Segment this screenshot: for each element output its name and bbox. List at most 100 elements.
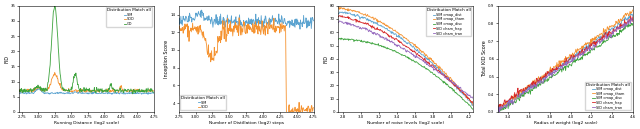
GD — [98, 88, 106, 89]
Line: SID cham_tran: SID cham_tran — [498, 18, 633, 112]
SDD — [236, 17, 243, 18]
SID cham_tran — [335, 22, 342, 23]
SDD — [96, 89, 104, 90]
SIM — [175, 17, 183, 19]
SIM cmap_tham — [413, 47, 420, 49]
SDD — [95, 91, 103, 93]
SIM cmap_disc — [572, 59, 580, 60]
SID cham_frep — [516, 90, 524, 92]
SDD — [150, 90, 157, 92]
SIM cmap_tham — [469, 105, 477, 106]
SIM cmap_dist — [572, 55, 580, 57]
SID cham_tran — [469, 97, 477, 99]
SID cham_tran — [629, 20, 637, 22]
SID cham_frep — [391, 39, 399, 41]
SID cham_tran — [494, 111, 502, 112]
SIM — [255, 20, 263, 21]
Line: SIM cmap_tham: SIM cmap_tham — [498, 10, 633, 108]
SID cham_frep — [469, 103, 477, 104]
SIM — [296, 28, 304, 30]
SIM cmap_disc — [494, 113, 502, 114]
SDD — [15, 91, 23, 92]
SID cham_tran — [624, 19, 632, 20]
SID cham_tran — [391, 44, 399, 46]
SIM cmap_tham — [588, 38, 595, 40]
GD — [96, 89, 104, 91]
Line: SIM: SIM — [179, 10, 314, 29]
SIM — [15, 92, 23, 94]
SDD — [138, 90, 146, 92]
Line: SID cham_frep: SID cham_frep — [498, 16, 633, 108]
SIM — [150, 92, 157, 94]
SIM — [98, 92, 106, 93]
Line: SIM cmap_disc: SIM cmap_disc — [339, 38, 473, 110]
SDD — [310, 107, 317, 108]
SID cham_frep — [338, 15, 346, 16]
SIM cmap_disc — [588, 49, 595, 51]
Y-axis label: FID: FID — [323, 55, 328, 63]
SID cham_tran — [413, 57, 420, 58]
SIM cmap_dist — [413, 50, 420, 52]
Legend: SIM cmap_dist, SIM cmap_tham, SIM cmap_disc, SID cham_frep, SID cham_tran: SIM cmap_dist, SIM cmap_tham, SIM cmap_d… — [585, 82, 631, 110]
Line: SDD: SDD — [179, 18, 314, 117]
SID cham_frep — [623, 21, 631, 23]
SIM cmap_dist — [391, 33, 399, 35]
SIM cmap_dist — [465, 99, 472, 101]
SIM — [95, 92, 103, 94]
SID cham_tran — [550, 71, 558, 73]
SID cham_tran — [627, 17, 635, 19]
GD — [15, 91, 23, 92]
SIM cmap_disc — [335, 38, 342, 40]
Legend: SIM cmap_dist, SIM cmap_tham, SIM cmap_disc, SID cham_frep, SID cham_tran: SIM cmap_dist, SIM cmap_tham, SIM cmap_d… — [426, 7, 472, 36]
SIM cmap_dist — [389, 32, 397, 33]
SIM cmap_tham — [573, 52, 580, 53]
SIM — [289, 25, 296, 26]
SIM cmap_dist — [494, 111, 502, 113]
SIM — [34, 88, 42, 90]
SIM cmap_disc — [338, 37, 346, 39]
SID cham_tran — [573, 55, 580, 57]
SIM cmap_dist — [629, 15, 637, 17]
Line: SIM cmap_disc: SIM cmap_disc — [498, 23, 633, 114]
SID cham_frep — [588, 43, 595, 44]
SIM cmap_tham — [465, 97, 472, 99]
SDD — [175, 25, 183, 27]
Line: SID cham_tran: SID cham_tran — [339, 21, 473, 98]
SID cham_frep — [572, 55, 580, 57]
SIM cmap_tham — [357, 13, 365, 14]
SIM cmap_disc — [548, 74, 556, 76]
SID cham_frep — [548, 72, 556, 73]
SIM cmap_dist — [550, 68, 557, 70]
SIM — [258, 22, 266, 23]
SID cham_tran — [389, 42, 397, 44]
SIM cmap_tham — [550, 66, 558, 67]
SDD — [258, 26, 266, 27]
SIM cmap_tham — [516, 89, 524, 91]
SIM — [96, 93, 104, 94]
SIM cmap_disc — [623, 24, 631, 26]
SIM cmap_disc — [413, 61, 420, 63]
SIM cmap_dist — [335, 13, 342, 15]
SIM — [310, 20, 317, 22]
Y-axis label: Total KID Score: Total KID Score — [482, 41, 487, 77]
SIM cmap_dist — [336, 11, 344, 13]
SID cham_frep — [627, 15, 634, 17]
SIM cmap_disc — [628, 23, 636, 24]
SDD — [255, 28, 263, 29]
GD — [51, 5, 58, 6]
Line: SDD: SDD — [19, 72, 154, 93]
SIM cmap_tham — [548, 68, 556, 70]
SIM cmap_dist — [516, 93, 524, 95]
Line: SIM: SIM — [19, 89, 154, 94]
SIM cmap_disc — [516, 95, 524, 96]
SIM — [138, 92, 146, 94]
Legend: SIM, SDD: SIM, SDD — [180, 95, 226, 110]
SID cham_tran — [548, 71, 556, 73]
SIM — [108, 94, 116, 95]
SIM — [15, 92, 23, 94]
SIM cmap_disc — [357, 41, 365, 42]
SIM cmap_dist — [357, 17, 365, 18]
GD — [130, 89, 138, 90]
SDD — [255, 30, 263, 32]
SIM — [298, 23, 306, 25]
